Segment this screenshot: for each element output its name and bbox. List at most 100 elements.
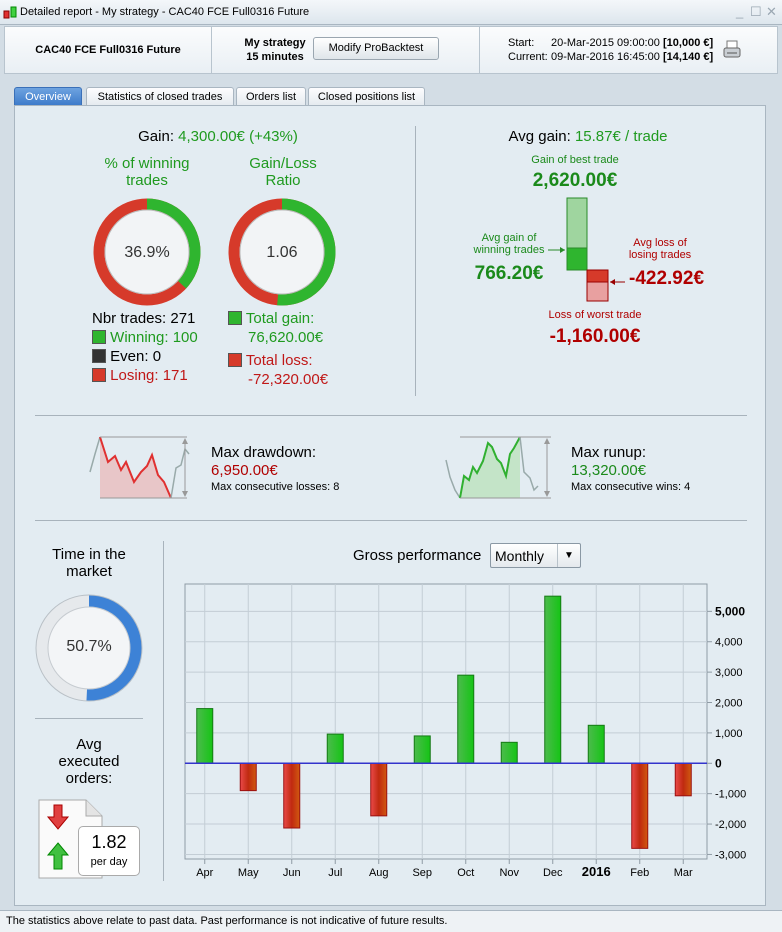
chevron-down-icon: ▼ bbox=[557, 544, 580, 567]
y-tick-label: -2,000 bbox=[715, 819, 746, 831]
bar-feb bbox=[631, 762, 649, 849]
bar-aug bbox=[370, 762, 388, 817]
bar-nov bbox=[500, 741, 518, 764]
bar-may bbox=[239, 762, 257, 792]
period-select[interactable]: Monthly ▼ bbox=[490, 543, 581, 568]
strategy-name: My strategy bbox=[244, 37, 306, 49]
orders-per-day-box bbox=[78, 826, 140, 876]
window-title: Detailed report - My strategy - CAC40 FC… bbox=[20, 6, 310, 18]
current-capital: [14,140 €] bbox=[663, 51, 714, 63]
y-tick-label: 0 bbox=[715, 756, 722, 770]
even-swatch-icon bbox=[92, 349, 106, 363]
x-tick-label: Feb bbox=[630, 867, 649, 879]
x-tick-label: Oct bbox=[457, 867, 474, 879]
winning-swatch-icon bbox=[92, 330, 106, 344]
nbr-trades: Nbr trades: 271 bbox=[92, 310, 196, 327]
close-button[interactable]: ✕ bbox=[766, 4, 777, 19]
candlestick-icon bbox=[3, 6, 17, 19]
gross-performance-chart: 5,000 4,000 3,000 2,000 1,000 0 -1,000 -2,000 -3… bbox=[184, 583, 746, 879]
drawdown-sparkline bbox=[89, 436, 190, 499]
max-drawdown-label: Max drawdown: bbox=[211, 444, 317, 461]
even-trades: Even: 0 bbox=[92, 348, 161, 365]
total-loss-label: Total loss: bbox=[228, 352, 313, 369]
bar-jul bbox=[326, 733, 344, 764]
trade-range-diagram bbox=[548, 197, 625, 302]
avg-loss-label: Avg loss of losing trades bbox=[628, 237, 692, 261]
tab-overview[interactable]: Overview bbox=[14, 87, 82, 106]
y-tick-label: 4,000 bbox=[715, 637, 743, 649]
bar-oct bbox=[457, 674, 475, 764]
max-drawdown-value: 6,950.00€ bbox=[211, 462, 278, 479]
gain-swatch-icon bbox=[228, 311, 242, 325]
strategy-timeframe: 15 minutes bbox=[246, 51, 304, 63]
x-tick-label: Jul bbox=[328, 867, 342, 879]
x-tick-label: Apr bbox=[196, 867, 213, 879]
tab-statistics-closed-trades[interactable]: Statistics of closed trades bbox=[86, 87, 234, 106]
loss-swatch-icon bbox=[228, 353, 242, 367]
max-runup-value: 13,320.00€ bbox=[571, 462, 647, 479]
start-label: Start: bbox=[508, 37, 535, 49]
worst-trade-value: -1,160.00€ bbox=[549, 326, 641, 347]
start-date: 20-Mar-2015 09:00:00 bbox=[551, 37, 660, 49]
avg-orders-unit: per day bbox=[90, 856, 128, 868]
tab-closed-positions-list[interactable]: Closed positions list bbox=[308, 87, 425, 106]
avg-orders-value: 1.82 bbox=[91, 832, 127, 852]
y-tick-label: 5,000 bbox=[715, 604, 745, 618]
plot-area bbox=[184, 583, 708, 860]
time-in-market-title: Time in the market bbox=[52, 546, 126, 580]
winning-trades: Winning: 100 bbox=[92, 329, 198, 346]
worst-trade-label: Loss of worst trade bbox=[548, 309, 642, 321]
avg-loss-value: -422.92€ bbox=[629, 268, 705, 289]
total-gain-value: 76,620.00€ bbox=[248, 329, 324, 346]
start-capital: [10,000 €] bbox=[663, 37, 714, 49]
y-tick-label: -1,000 bbox=[715, 789, 746, 801]
chart-title: Gross performance bbox=[353, 547, 482, 564]
tab-orders-list[interactable]: Orders list bbox=[236, 87, 306, 106]
x-tick-label: 2016 bbox=[582, 864, 611, 879]
time-in-market-value: 50.7% bbox=[66, 638, 112, 655]
runup-sparkline bbox=[445, 436, 551, 499]
y-tick-label: 1,000 bbox=[715, 728, 743, 740]
x-tick-label: Nov bbox=[499, 867, 519, 879]
bar-2016 bbox=[587, 724, 605, 764]
avg-orders-title: Avg executed orders: bbox=[58, 736, 120, 787]
losing-swatch-icon bbox=[92, 368, 106, 382]
current-label: Current: bbox=[508, 51, 548, 63]
y-tick-label: 3,000 bbox=[715, 667, 743, 679]
current-date: 09-Mar-2016 16:45:00 bbox=[551, 51, 660, 63]
gain-loss-donut bbox=[228, 198, 336, 306]
losing-trades: Losing: 171 bbox=[92, 367, 188, 384]
modify-probacktest-button[interactable]: Modify ProBacktest bbox=[313, 37, 439, 60]
gain-summary: Gain: 4,300.00€ (+43%) bbox=[138, 128, 298, 145]
bar-apr bbox=[196, 708, 214, 764]
avg-win-label: Avg gain of winning trades bbox=[473, 232, 545, 256]
bar-jun bbox=[283, 762, 301, 829]
ratio-title: Gain/Loss Ratio bbox=[249, 155, 317, 189]
x-tick-label: May bbox=[238, 867, 259, 879]
total-gain-label: Total gain: bbox=[228, 310, 314, 327]
x-tick-label: Jun bbox=[283, 867, 301, 879]
x-tick-label: Mar bbox=[674, 867, 693, 879]
bar-sep bbox=[413, 735, 431, 764]
total-loss-value: -72,320.00€ bbox=[248, 371, 329, 388]
period-select-value: Monthly bbox=[495, 548, 545, 564]
avg-gain-summary: Avg gain: 15.87€ / trade bbox=[508, 128, 668, 145]
bar-dec bbox=[544, 595, 562, 764]
best-trade-value: 2,620.00€ bbox=[532, 170, 618, 191]
minimize-button[interactable]: _ bbox=[736, 4, 744, 19]
y-tick-label: 2,000 bbox=[715, 698, 743, 710]
winning-title: % of winning trades bbox=[104, 155, 190, 189]
y-tick-label: -3,000 bbox=[715, 849, 746, 861]
instrument-name: CAC40 FCE Full0316 Future bbox=[35, 44, 181, 56]
maximize-button[interactable]: ☐ bbox=[750, 4, 762, 19]
winning-percent: 36.9% bbox=[124, 244, 170, 261]
max-consecutive-wins: Max consecutive wins: 4 bbox=[571, 481, 691, 493]
best-trade-label: Gain of best trade bbox=[531, 154, 619, 166]
x-tick-label: Dec bbox=[543, 867, 563, 879]
x-tick-label: Sep bbox=[412, 867, 432, 879]
winning-donut bbox=[93, 198, 201, 306]
title-bar: Detailed report - My strategy - CAC40 FC… bbox=[0, 0, 782, 25]
print-icon[interactable] bbox=[722, 40, 742, 60]
time-in-market-donut bbox=[35, 594, 143, 702]
max-runup-label: Max runup: bbox=[571, 444, 647, 461]
